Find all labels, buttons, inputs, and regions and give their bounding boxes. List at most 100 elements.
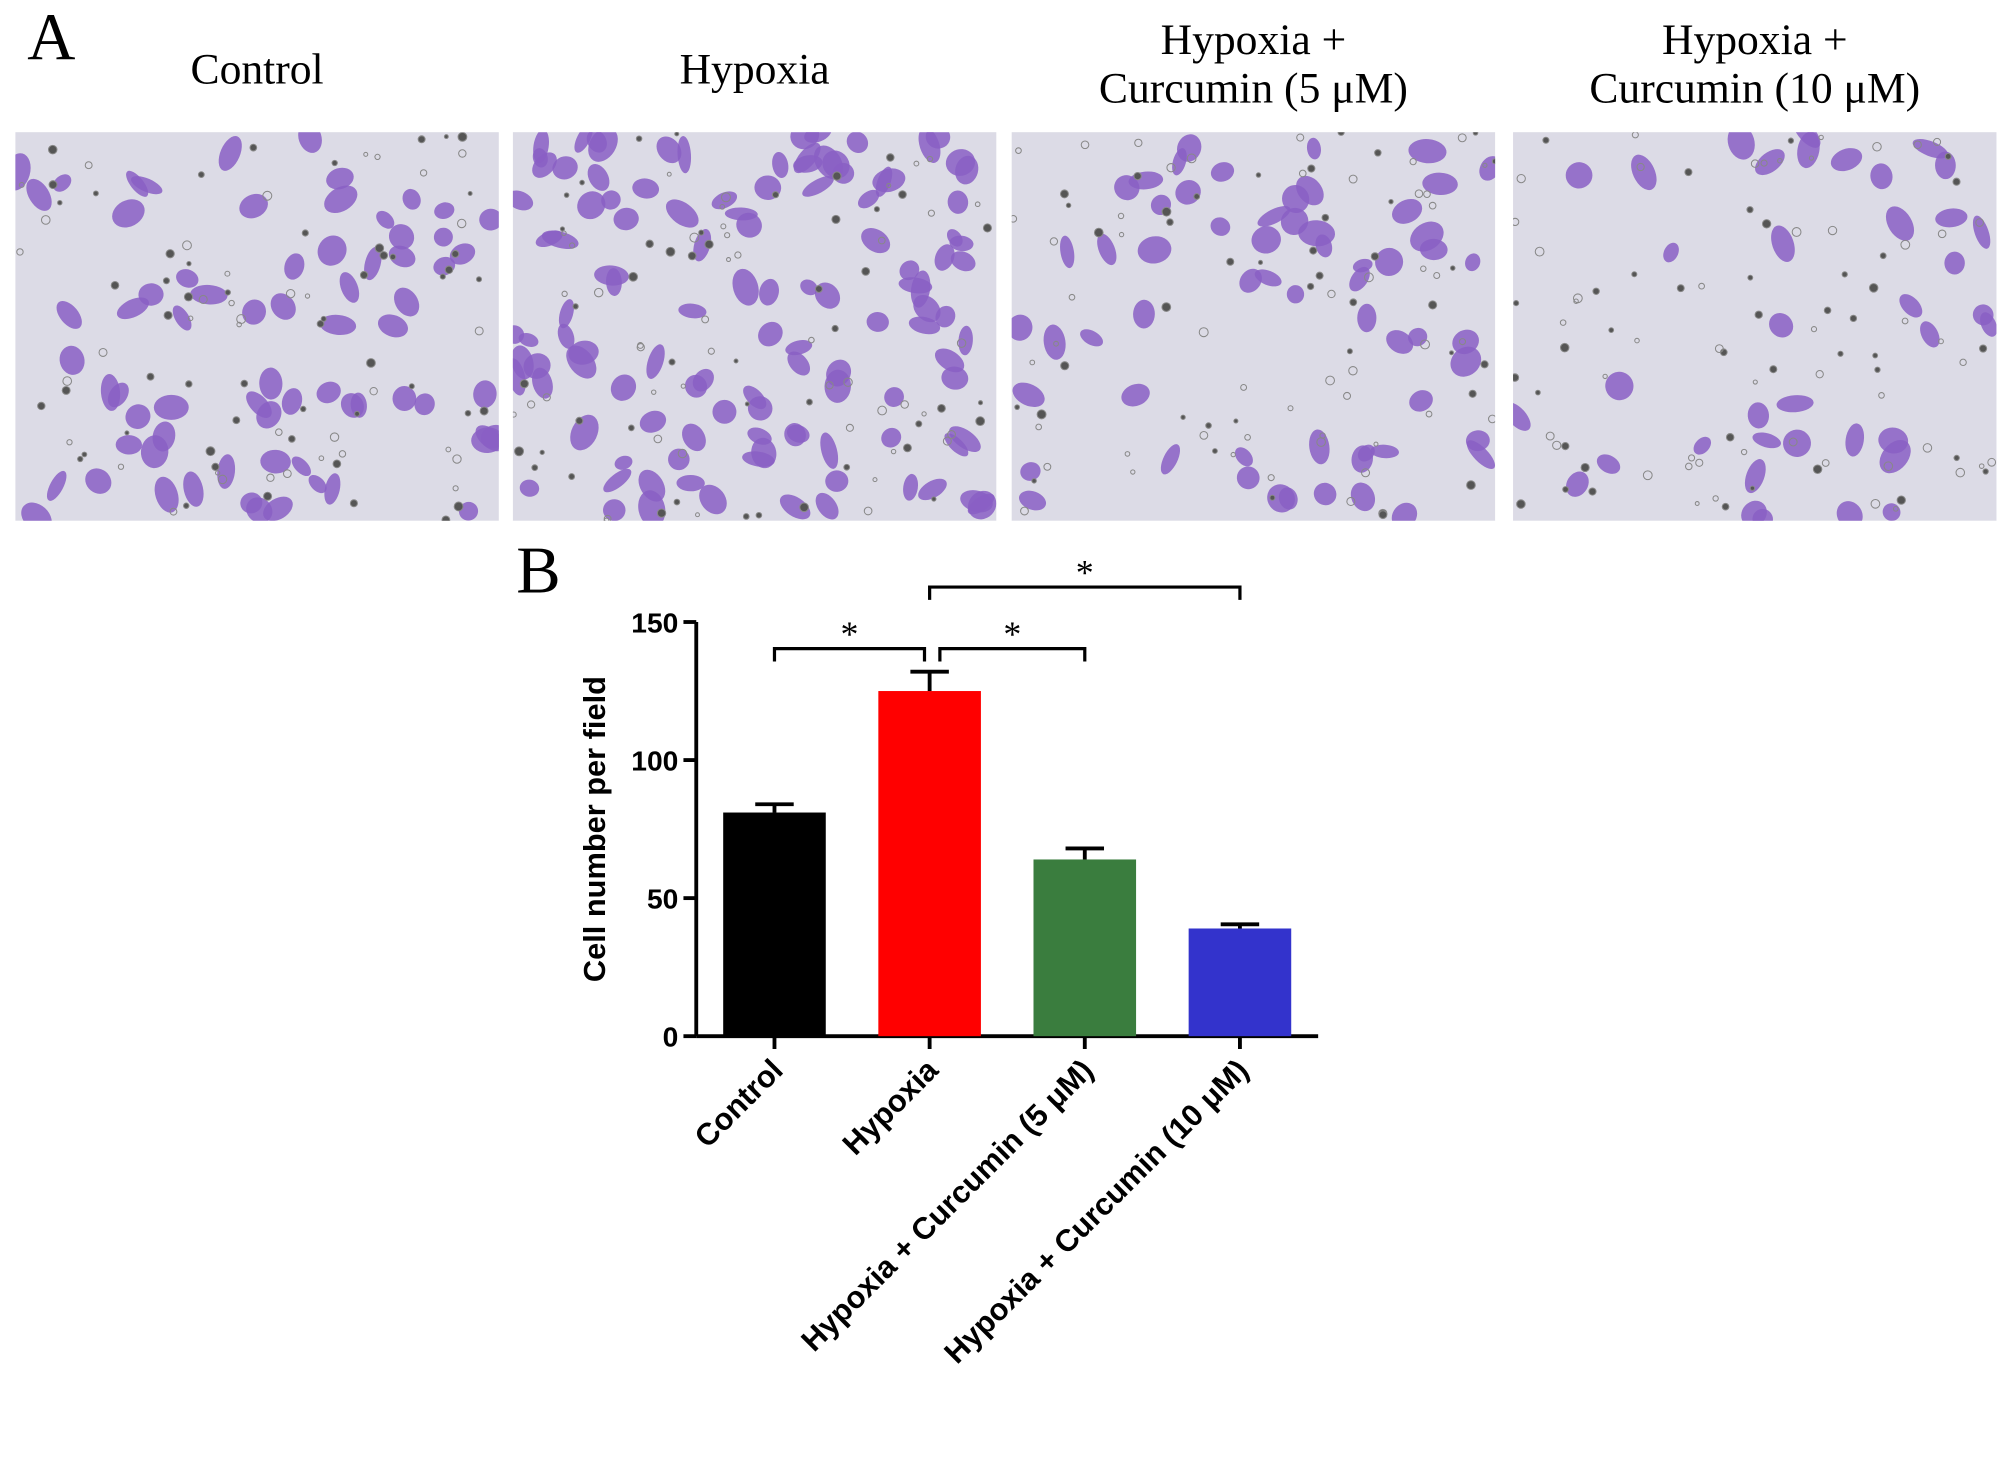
pore [1161, 302, 1172, 312]
pore [913, 160, 920, 167]
pore [1468, 389, 1477, 398]
cell [1254, 269, 1282, 287]
image-title: Control [191, 45, 324, 93]
pore [263, 491, 273, 501]
cell [1060, 235, 1075, 269]
cell [100, 374, 121, 411]
cell [958, 325, 973, 356]
y-axis-title: Cell number per field [577, 676, 612, 982]
pore [575, 416, 584, 425]
pore [1933, 137, 1942, 146]
significance-bracket [928, 585, 1242, 600]
cell [239, 193, 268, 219]
cell [217, 454, 236, 489]
pore [704, 239, 714, 250]
pore [1883, 461, 1894, 471]
pore [512, 411, 517, 418]
cell [751, 437, 777, 469]
pore [84, 161, 93, 170]
pore [464, 409, 472, 417]
pore [1420, 265, 1427, 272]
cell [240, 492, 263, 514]
cell [376, 210, 395, 229]
pore [1205, 422, 1212, 429]
pore [890, 448, 897, 455]
pore [1938, 338, 1944, 345]
bar [878, 691, 981, 1037]
pore [124, 430, 130, 436]
pore [110, 281, 120, 290]
pore [389, 253, 397, 261]
cell [112, 199, 145, 228]
pore [452, 454, 462, 464]
cell [1885, 206, 1915, 241]
cell [1349, 266, 1370, 292]
pore [185, 380, 193, 388]
pore [1978, 463, 1985, 469]
pore [1134, 138, 1143, 148]
pore [47, 144, 58, 155]
cell [85, 468, 112, 494]
cell [1920, 321, 1940, 348]
pore [832, 171, 842, 181]
cell [434, 202, 455, 219]
pore [1900, 239, 1911, 250]
cell [324, 185, 358, 214]
pore [1788, 437, 1798, 447]
pore [1849, 314, 1858, 323]
pore [1534, 246, 1545, 257]
pore [1944, 153, 1952, 160]
cell [638, 469, 666, 502]
cell [1350, 482, 1376, 512]
cell [1019, 490, 1047, 511]
cell [949, 235, 974, 252]
pore [526, 400, 536, 409]
pore [1457, 133, 1467, 143]
pore [1750, 159, 1760, 168]
pore [331, 159, 338, 167]
pore [439, 273, 446, 280]
cell [281, 388, 303, 415]
pore [262, 190, 273, 201]
cell [1845, 423, 1865, 457]
pore [1542, 136, 1550, 144]
cell [646, 344, 665, 379]
cell [1513, 402, 1531, 431]
pore [1212, 448, 1218, 454]
pore [1818, 134, 1824, 141]
cell [1210, 217, 1231, 236]
pore [877, 405, 888, 416]
cell [577, 191, 606, 220]
pore [931, 496, 937, 502]
pore [872, 477, 878, 483]
pore [146, 372, 155, 381]
pore [665, 246, 676, 257]
pore [186, 261, 192, 267]
pore [1879, 252, 1887, 260]
pore [559, 226, 566, 232]
cell [172, 305, 192, 331]
cell [802, 176, 834, 197]
pore [162, 277, 170, 285]
cell [1251, 226, 1281, 254]
cell [1257, 206, 1291, 227]
pore [898, 190, 907, 199]
micrograph [512, 132, 997, 521]
cell [945, 149, 976, 176]
cell [1663, 242, 1679, 263]
pore [445, 446, 452, 453]
pore [845, 423, 854, 432]
pore [1837, 350, 1844, 357]
pore [183, 502, 190, 509]
cell [632, 178, 660, 199]
significance-label: * [1003, 614, 1021, 654]
cell [656, 136, 682, 164]
pore [236, 321, 242, 328]
cell [319, 314, 357, 335]
pore [1361, 468, 1371, 478]
cell [682, 423, 706, 452]
pore [771, 191, 780, 199]
pore [1199, 430, 1209, 440]
cell [668, 448, 690, 471]
pore [224, 289, 231, 296]
